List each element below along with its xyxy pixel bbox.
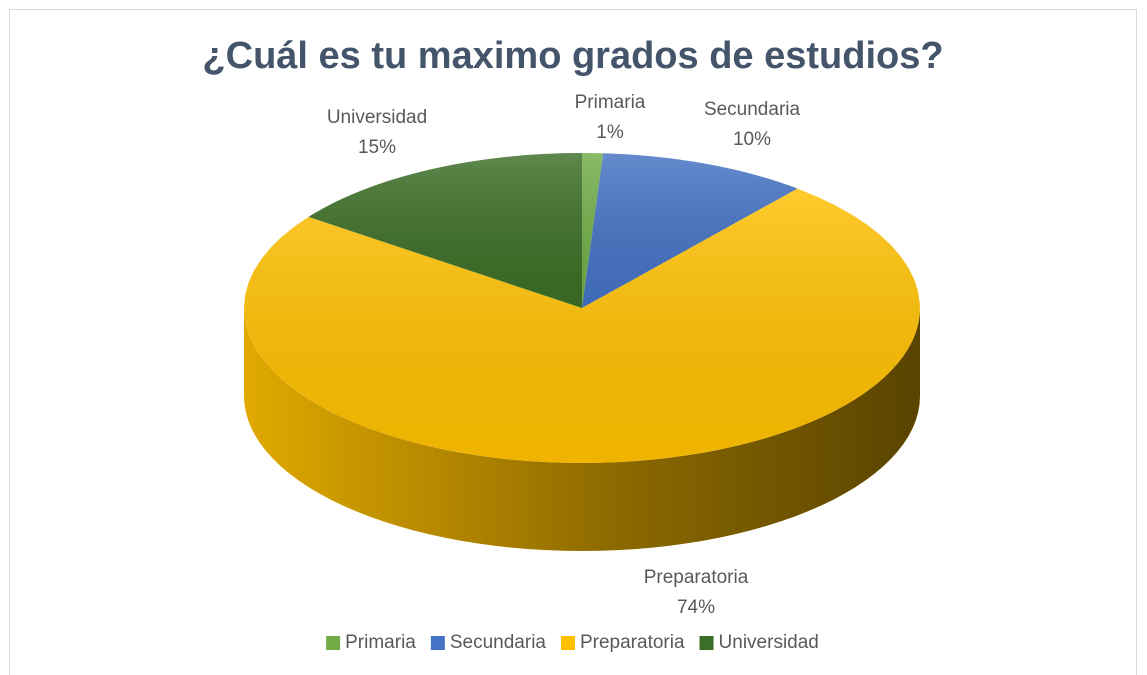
slice-gloss xyxy=(308,153,582,308)
data-label-name: Secundaria xyxy=(704,99,801,120)
data-label-value: 10% xyxy=(733,129,771,150)
legend-swatch xyxy=(326,636,341,650)
legend-label: Preparatoria xyxy=(580,632,685,653)
legend-swatch xyxy=(560,636,575,650)
legend-label: Universidad xyxy=(719,632,819,653)
legend-swatch xyxy=(699,636,714,650)
chart-title: ¿Cuál es tu maximo grados de estudios? xyxy=(202,35,943,77)
legend-label: Secundaria xyxy=(450,632,547,653)
data-label-value: 15% xyxy=(358,137,396,158)
slice-gloss xyxy=(244,188,920,463)
data-label-name: Primaria xyxy=(575,92,646,113)
data-label-name: Universidad xyxy=(327,107,427,128)
data-label-name: Preparatoria xyxy=(644,567,749,588)
data-label-value: 1% xyxy=(596,122,624,143)
slice-gloss xyxy=(582,153,798,308)
slice-side-shade xyxy=(244,308,920,551)
legend-swatch xyxy=(430,636,445,650)
slice-gloss xyxy=(582,153,604,308)
data-label-value: 74% xyxy=(677,597,715,618)
legend-label: Primaria xyxy=(345,632,416,653)
